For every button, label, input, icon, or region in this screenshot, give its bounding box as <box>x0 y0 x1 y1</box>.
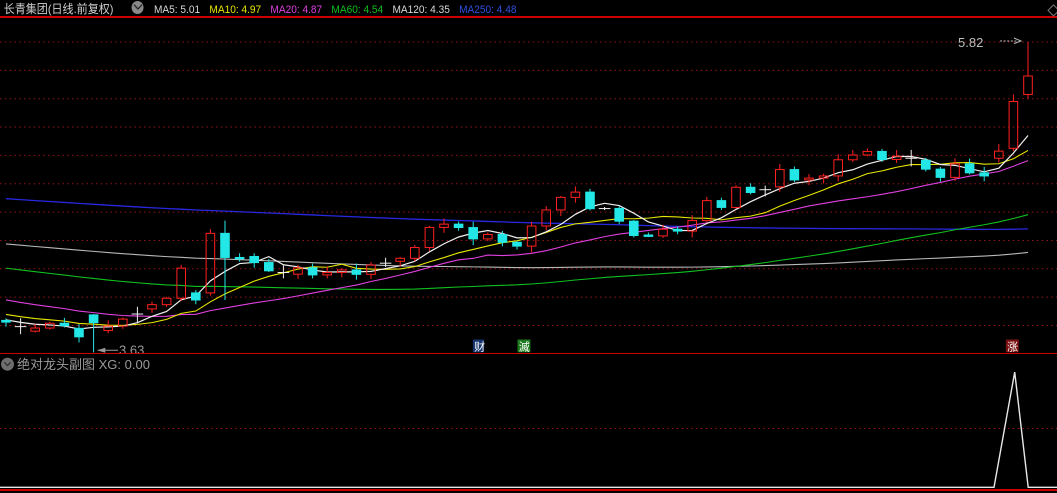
svg-text:5.82: 5.82 <box>958 35 983 50</box>
svg-text:绝对龙头副图 XG: 0.00: 绝对龙头副图 XG: 0.00 <box>17 357 150 372</box>
svg-text:3.63: 3.63 <box>119 343 144 354</box>
svg-text:涨: 涨 <box>1007 340 1018 353</box>
svg-text:滅: 滅 <box>519 340 530 353</box>
svg-text:财: 财 <box>474 339 485 353</box>
